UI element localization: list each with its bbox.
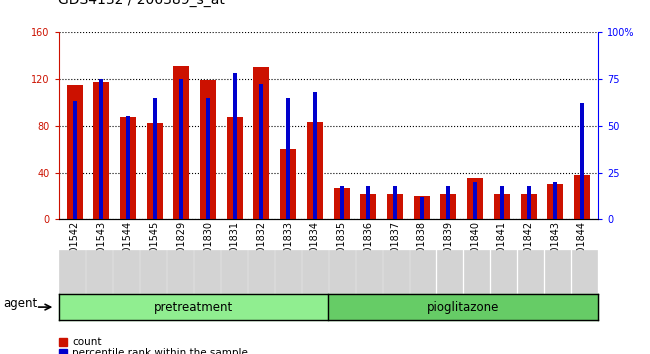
Bar (254, 67, 270, 219)
Bar (420, 197, 424, 219)
Bar (227, 118, 243, 219)
Bar (233, 73, 237, 219)
Bar (339, 186, 344, 219)
Bar (286, 97, 290, 219)
Bar (367, 186, 370, 219)
Text: count: count (72, 337, 101, 347)
Bar (360, 194, 376, 219)
Bar (126, 116, 130, 219)
Bar (547, 184, 564, 219)
Bar (73, 101, 77, 219)
Bar (307, 122, 323, 219)
Bar (200, 80, 216, 219)
Bar (120, 118, 136, 219)
Bar (99, 79, 103, 219)
Bar (473, 182, 477, 219)
Bar (553, 182, 557, 219)
Text: percentile rank within the sample: percentile rank within the sample (72, 348, 248, 354)
Bar (447, 186, 450, 219)
Text: pioglitazone: pioglitazone (427, 301, 499, 314)
Bar (147, 123, 162, 219)
Bar (280, 149, 296, 219)
Bar (574, 175, 590, 219)
Bar (413, 196, 430, 219)
Bar (580, 103, 584, 219)
Bar (179, 79, 183, 219)
Bar (441, 194, 456, 219)
Bar (521, 194, 536, 219)
Bar (259, 84, 263, 219)
Text: pretreatment: pretreatment (154, 301, 233, 314)
Bar (467, 178, 483, 219)
Bar (153, 97, 157, 219)
Bar (66, 85, 83, 219)
Text: agent: agent (3, 297, 38, 310)
Bar (333, 188, 350, 219)
Bar (500, 186, 504, 219)
Bar (174, 66, 189, 219)
Bar (206, 97, 210, 219)
Bar (93, 82, 109, 219)
Bar (313, 92, 317, 219)
Bar (387, 194, 403, 219)
Bar (393, 186, 397, 219)
Bar (494, 194, 510, 219)
Bar (526, 186, 530, 219)
Text: GDS4132 / 206389_s_at: GDS4132 / 206389_s_at (58, 0, 226, 7)
